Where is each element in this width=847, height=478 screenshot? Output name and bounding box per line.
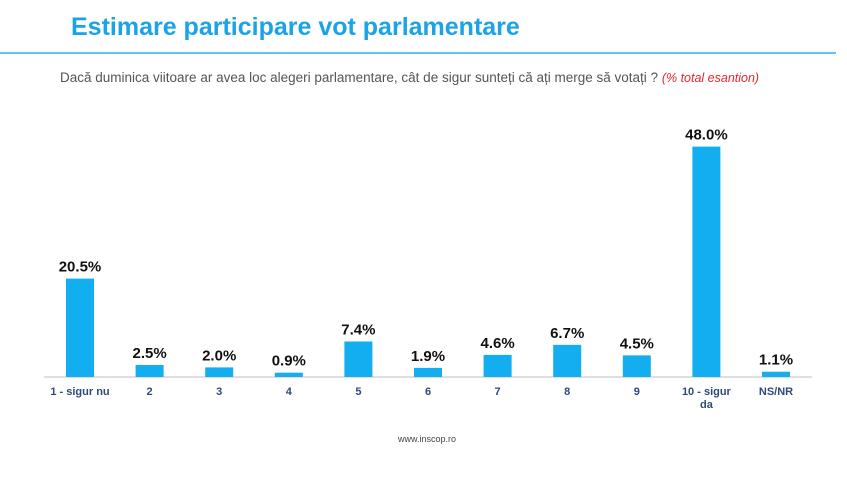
data-label: 1.1% — [759, 352, 793, 369]
bar — [553, 344, 582, 377]
bar — [274, 372, 303, 377]
data-label: 1.9% — [411, 348, 445, 365]
category-label: 7 — [495, 386, 501, 398]
category-label: 5 — [355, 386, 361, 398]
category-label: 10 - sigur da — [682, 386, 732, 411]
data-label: 6.7% — [550, 325, 584, 342]
category-label: 6 — [425, 386, 431, 398]
question-note: (% total esantion) — [661, 71, 760, 85]
data-label: 0.9% — [272, 353, 306, 370]
category-label: 8 — [564, 386, 570, 398]
category-label: 3 — [216, 386, 222, 398]
bar — [762, 371, 790, 377]
category-label: 2 — [147, 386, 153, 398]
survey-question: Dacă duminica viitoare ar avea loc alege… — [60, 63, 820, 93]
data-label: 4.5% — [620, 335, 654, 352]
data-label: 4.6% — [480, 335, 514, 352]
source-footer: www.inscop.ro — [398, 434, 457, 444]
bar — [414, 367, 442, 377]
bar — [66, 278, 94, 377]
page-title: Estimare participare vot parlamentare — [71, 13, 520, 41]
category-label: 4 — [286, 386, 293, 398]
category-label: 9 — [634, 386, 640, 398]
data-label: 2.5% — [132, 345, 166, 362]
data-label: 20.5% — [59, 259, 102, 276]
data-label: 7.4% — [341, 321, 375, 338]
bar — [135, 365, 164, 377]
category-label: NS/NR — [759, 386, 793, 398]
category-label: 1 - sigur nu — [50, 386, 109, 398]
data-label: 2.0% — [202, 347, 236, 364]
bar — [622, 355, 651, 377]
data-label: 48.0% — [685, 127, 728, 144]
bar — [692, 146, 721, 377]
title-divider — [0, 52, 836, 54]
bar — [344, 341, 373, 377]
bar — [205, 367, 234, 377]
bar — [483, 354, 512, 377]
question-text: Dacă duminica viitoare ar avea loc alege… — [60, 70, 662, 85]
